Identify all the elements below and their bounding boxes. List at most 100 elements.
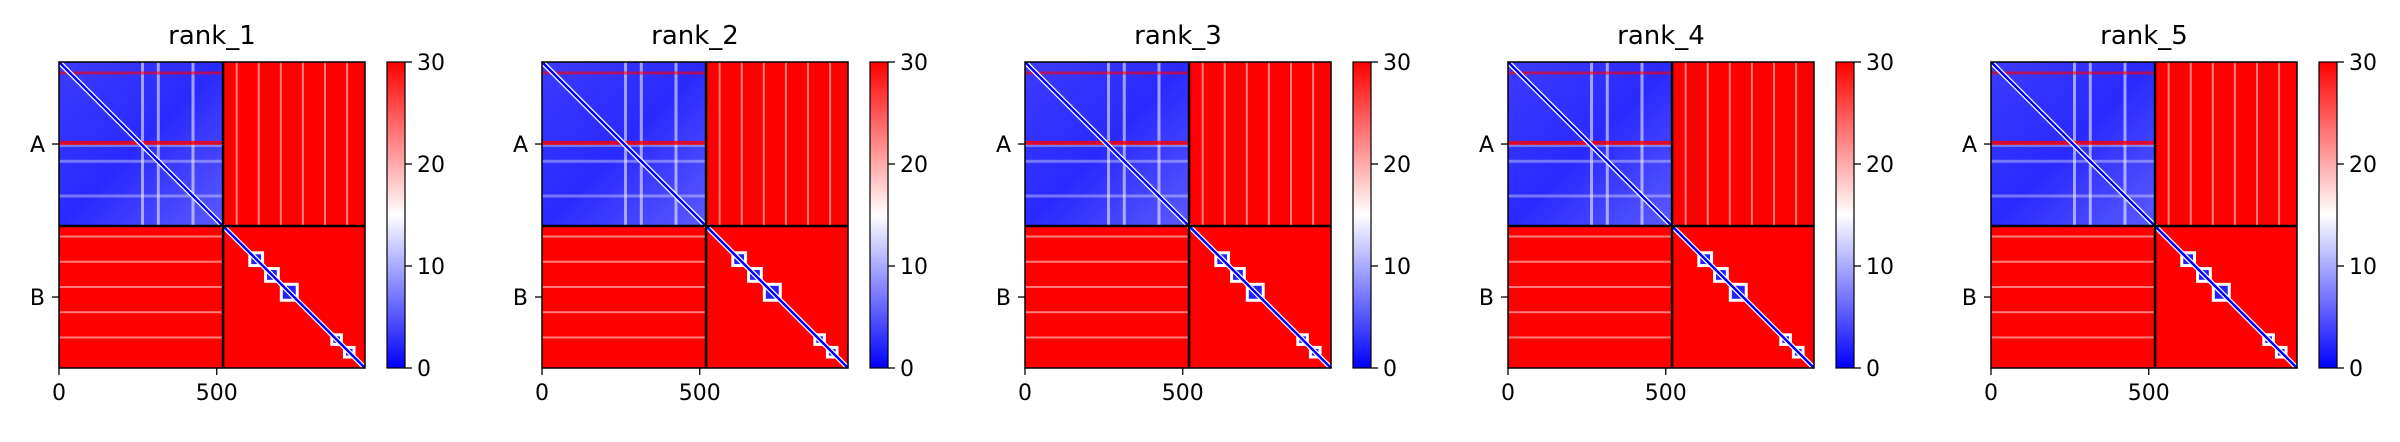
band-horizontal — [1025, 194, 1190, 198]
inter-stripe — [542, 311, 707, 314]
panel-title: rank_2 — [651, 21, 739, 51]
band-horizontal — [1025, 159, 1190, 163]
band-horizontal — [1508, 159, 1673, 163]
inter-stripe — [1991, 285, 2156, 288]
inter-stripe — [1245, 62, 1248, 227]
inter-stripe — [1508, 285, 1673, 288]
inter-stripe — [1750, 62, 1753, 227]
colorbar-tick-label: 0 — [1866, 357, 1880, 382]
panel-title: rank_5 — [2100, 21, 2188, 51]
diagonal — [58, 61, 366, 369]
x-tick-label: 0 — [1501, 381, 1515, 406]
inter-stripe — [829, 62, 832, 227]
inter-stripe — [301, 62, 304, 227]
inter-stripe — [1267, 62, 1270, 227]
band-horizontal — [1991, 159, 2156, 163]
y-tick-label: B — [1479, 286, 1494, 311]
band-streak — [59, 71, 224, 75]
colorbar — [1352, 61, 1372, 369]
inter-stripe — [542, 285, 707, 288]
x-tick-label: 0 — [52, 381, 66, 406]
inter-stripe — [1508, 336, 1673, 339]
band-horizontal — [542, 159, 707, 163]
inter-stripe — [1312, 62, 1315, 227]
inter-stripe — [346, 62, 349, 227]
band-horizontal — [1991, 194, 2156, 198]
inter-stripe — [784, 62, 787, 227]
colorbar — [2318, 61, 2338, 369]
inter-stripe — [542, 235, 707, 238]
inter-stripe — [2233, 62, 2236, 227]
panel-5: rank_5 0 500 A B 0 10 20 30 — [1962, 21, 2377, 406]
inter-stripe — [542, 260, 707, 263]
colorbar — [1835, 61, 1855, 369]
inter-stripe — [2189, 62, 2192, 227]
inter-stripe — [257, 62, 260, 227]
inter-stripe — [1795, 62, 1798, 227]
heatmap-frame — [1024, 61, 1332, 369]
colorbar-tick-label: 10 — [900, 255, 928, 280]
inter-stripe — [59, 285, 224, 288]
inter-stripe — [1223, 62, 1226, 227]
y-tick-label: B — [996, 286, 1011, 311]
inter-stripe — [740, 62, 743, 227]
inter-stripe — [59, 311, 224, 314]
colorbar-tick-label: 30 — [900, 51, 928, 76]
panel-2: rank_2 0 500 A B 0 10 20 30 — [513, 21, 928, 406]
band-horizontal — [1508, 194, 1673, 198]
inter-stripe — [1025, 285, 1190, 288]
y-tick-label: B — [30, 286, 45, 311]
diagonal — [1024, 61, 1332, 369]
inter-stripe — [718, 62, 721, 227]
x-tick-label: 0 — [535, 381, 549, 406]
x-tick-label: 500 — [1162, 381, 1204, 406]
inter-stripe — [2211, 62, 2214, 227]
y-tick-label: A — [513, 133, 528, 158]
inter-stripe — [1508, 311, 1673, 314]
y-tick-label: B — [1962, 286, 1977, 311]
band-streak — [1025, 71, 1190, 75]
inter-stripe — [1201, 62, 1204, 227]
inter-stripe — [1025, 336, 1190, 339]
colorbar-tick-label: 30 — [1866, 51, 1894, 76]
colorbar-tick-label: 0 — [2349, 357, 2363, 382]
inter-stripe — [59, 336, 224, 339]
colorbar-tick-label: 10 — [2349, 255, 2377, 280]
colorbar-tick-label: 10 — [1383, 255, 1411, 280]
inter-stripe — [1991, 235, 2156, 238]
colorbar-tick-label: 0 — [900, 357, 914, 382]
panel-4: rank_4 0 500 A B 0 10 20 30 — [1479, 21, 1894, 406]
colorbar-tick-label: 30 — [1383, 51, 1411, 76]
colorbar-tick-label: 30 — [417, 51, 445, 76]
diagonal — [1990, 61, 2298, 369]
diagonal — [541, 61, 849, 369]
heatmap-frame — [58, 61, 366, 369]
inter-stripe — [1025, 311, 1190, 314]
colorbar-tick-label: 30 — [2349, 51, 2377, 76]
inter-stripe — [1508, 235, 1673, 238]
inter-stripe — [1025, 260, 1190, 263]
colorbar-tick-label: 20 — [1866, 153, 1894, 178]
inter-stripe — [1508, 260, 1673, 263]
inter-stripe — [806, 62, 809, 227]
inter-stripe — [2255, 62, 2258, 227]
inter-stripe — [1025, 235, 1190, 238]
heatmap-frame — [1507, 61, 1815, 369]
inter-stripe — [542, 336, 707, 339]
band-horizontal — [59, 159, 224, 163]
x-tick-label: 0 — [1984, 381, 1998, 406]
inter-stripe — [1991, 336, 2156, 339]
inter-stripe — [323, 62, 326, 227]
inter-stripe — [1728, 62, 1731, 227]
band-streak — [542, 71, 707, 75]
colorbar-tick-label: 20 — [900, 153, 928, 178]
x-tick-label: 500 — [2128, 381, 2170, 406]
heatmap-frame — [541, 61, 849, 369]
inter-stripe — [279, 62, 282, 227]
y-tick-label: A — [1479, 133, 1494, 158]
y-tick-label: A — [996, 133, 1011, 158]
colorbar-tick-label: 20 — [1383, 153, 1411, 178]
y-tick-label: A — [30, 133, 45, 158]
